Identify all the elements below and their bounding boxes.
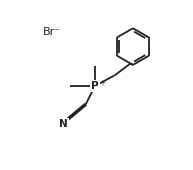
Text: Br⁻: Br⁻ xyxy=(43,27,61,37)
Text: P: P xyxy=(91,81,99,91)
Text: N: N xyxy=(59,119,68,129)
Text: +: + xyxy=(99,80,105,86)
